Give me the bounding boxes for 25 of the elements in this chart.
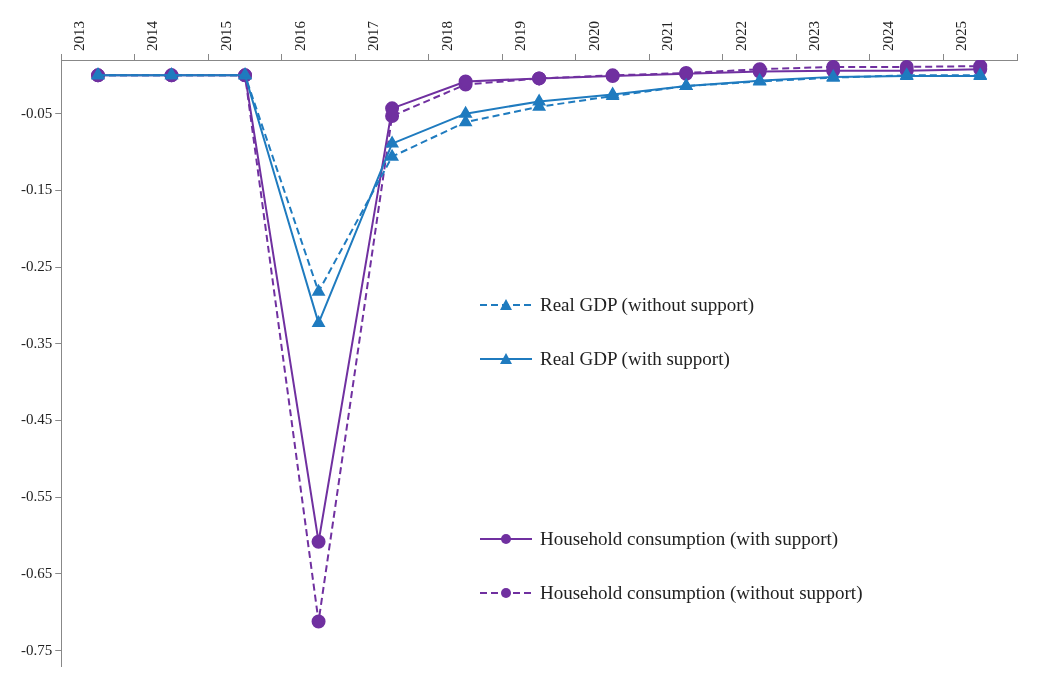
legend-label: Real GDP (without support) xyxy=(540,294,755,316)
legend-label: Household consumption (without support) xyxy=(540,582,863,604)
x-tick-label: 2020 xyxy=(585,21,602,51)
x-tick-label: 2018 xyxy=(438,21,455,51)
x-tick-label: 2015 xyxy=(217,21,234,51)
x-tick-label: 2025 xyxy=(953,21,970,51)
x-tick-label: 2022 xyxy=(732,21,749,51)
x-tick-label: 2016 xyxy=(291,20,308,51)
legend-label: Real GDP (with support) xyxy=(540,348,730,370)
x-tick-label: 2013 xyxy=(70,21,87,51)
y-tick-label: -0.65 xyxy=(21,564,53,581)
x-tick-label: 2024 xyxy=(879,20,896,51)
y-tick-label: -0.55 xyxy=(21,488,53,505)
y-tick-label: -0.05 xyxy=(21,104,53,121)
legend-label: Household consumption (with support) xyxy=(540,528,839,550)
x-tick-label: 2017 xyxy=(365,20,382,51)
y-tick-label: -0.25 xyxy=(21,258,53,275)
y-tick-label: -0.15 xyxy=(21,181,53,198)
y-tick-label: -0.35 xyxy=(21,334,53,351)
y-tick-label: -0.75 xyxy=(21,641,53,658)
x-tick-label: 2014 xyxy=(144,20,161,51)
x-tick-label: 2019 xyxy=(512,21,529,51)
y-tick-label: -0.45 xyxy=(21,411,53,428)
x-tick-label: 2021 xyxy=(659,21,676,51)
x-tick-label: 2023 xyxy=(806,21,823,51)
